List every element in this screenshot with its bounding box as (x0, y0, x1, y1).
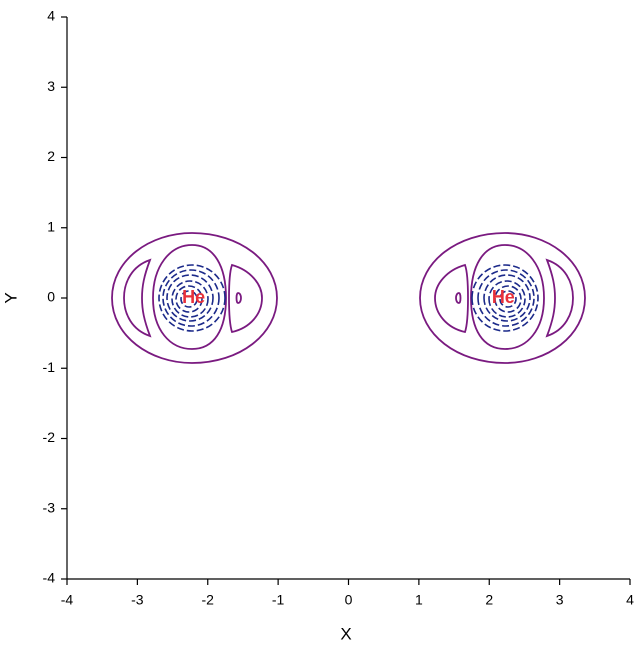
atom-label: He (182, 287, 205, 307)
x-tick-label: 0 (345, 592, 353, 608)
x-tick-label: -4 (61, 592, 74, 608)
x-axis-label: X (340, 624, 351, 643)
x-tick-label: 1 (415, 592, 423, 608)
y-tick-label: 1 (47, 218, 55, 234)
y-tick-label: -2 (43, 429, 56, 445)
y-tick-label: -3 (43, 499, 56, 515)
y-tick-label: -1 (43, 359, 56, 375)
x-tick-label: -2 (202, 592, 215, 608)
y-tick-label: 3 (47, 78, 55, 94)
x-tick-label: 2 (485, 592, 493, 608)
y-tick-label: -4 (43, 570, 56, 586)
x-tick-label: 4 (626, 592, 634, 608)
y-tick-label: 0 (47, 289, 55, 305)
y-tick-label: 2 (47, 148, 55, 164)
x-tick-label: -1 (272, 592, 285, 608)
x-tick-label: 3 (556, 592, 564, 608)
atom-label: He (492, 287, 515, 307)
y-axis-label: Y (1, 292, 20, 303)
y-tick-label: 4 (47, 8, 55, 24)
x-tick-label: -3 (131, 592, 144, 608)
